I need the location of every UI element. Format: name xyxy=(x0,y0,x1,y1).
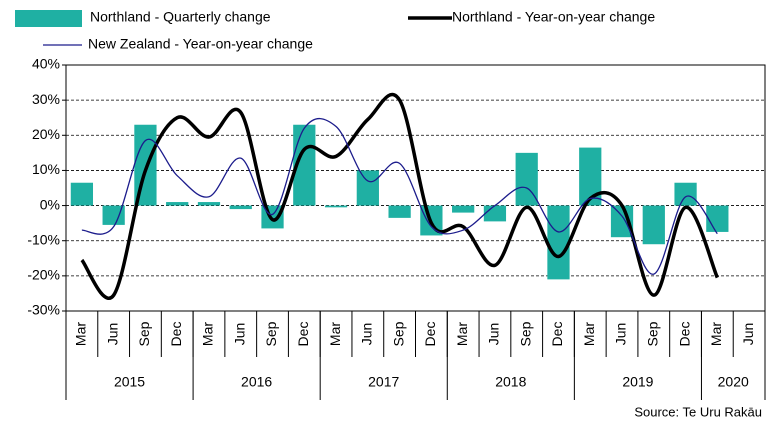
source: Source: Te Uru Rakāu xyxy=(634,404,762,419)
y-tick-label: 10% xyxy=(32,161,60,177)
bar xyxy=(166,202,189,206)
x-tick-label: Mar xyxy=(454,322,470,346)
x-tick-label: Dec xyxy=(168,322,184,347)
plot-border xyxy=(65,64,766,312)
x-tick-label: Dec xyxy=(676,322,692,347)
x-tick-label: Jun xyxy=(104,323,120,346)
bar xyxy=(388,205,411,218)
y-tick-label: -10% xyxy=(27,231,60,247)
x-tick-label: Jun xyxy=(231,323,247,346)
group-label: 2015 xyxy=(114,374,145,390)
x-tick-label: Mar xyxy=(73,322,89,346)
line xyxy=(80,92,719,300)
x-tick-label: Mar xyxy=(708,322,724,346)
y-tick-label: 40% xyxy=(32,56,60,72)
bar xyxy=(197,202,221,206)
x-tick-label: Sep xyxy=(263,321,279,346)
y-tick-label: 30% xyxy=(32,91,60,107)
y-tick-label: 0% xyxy=(40,196,60,212)
x-tick-label: Mar xyxy=(581,322,597,346)
line xyxy=(81,117,718,275)
x-tick-label: Sep xyxy=(390,321,406,346)
bar xyxy=(483,205,507,222)
bar xyxy=(706,205,729,232)
legend-label: Northland - Year-on-year change xyxy=(452,9,655,25)
legend-label: Northland - Quarterly change xyxy=(90,9,271,25)
group-label: 2019 xyxy=(622,374,653,390)
bar xyxy=(642,205,665,245)
x-tick-label: Jun xyxy=(613,323,629,346)
group-label: 2020 xyxy=(718,374,749,390)
bar xyxy=(70,182,94,206)
x-tick-label: Sep xyxy=(136,321,152,346)
legend-swatch xyxy=(15,10,82,27)
bar xyxy=(579,147,602,206)
x-tick-label: Jun xyxy=(740,323,756,346)
bar xyxy=(610,205,634,238)
x-tick-label: Dec xyxy=(422,322,438,347)
x-tick-label: Mar xyxy=(200,322,216,346)
x-tick-label: Dec xyxy=(295,322,311,347)
bar xyxy=(547,205,570,280)
y-tick-label: -20% xyxy=(27,267,60,283)
bar xyxy=(674,182,697,206)
x-tick-label: Jun xyxy=(486,323,502,346)
y-tick-label: -30% xyxy=(27,302,60,318)
y-tick-label: 20% xyxy=(32,126,60,142)
bar xyxy=(452,205,475,213)
legend-label: New Zealand - Year-on-year change xyxy=(88,36,313,52)
bar xyxy=(324,205,348,208)
bar xyxy=(102,205,125,225)
x-tick-label: Jun xyxy=(359,323,375,346)
x-tick-label: Dec xyxy=(549,322,565,347)
x-tick-label: Sep xyxy=(644,321,660,346)
group-label: 2017 xyxy=(368,374,399,390)
group-label: 2016 xyxy=(241,374,272,390)
x-tick-label: Mar xyxy=(327,322,343,346)
group-label: 2018 xyxy=(495,374,526,390)
bar xyxy=(229,205,252,210)
bar xyxy=(356,170,379,206)
x-tick-label: Sep xyxy=(517,321,533,346)
